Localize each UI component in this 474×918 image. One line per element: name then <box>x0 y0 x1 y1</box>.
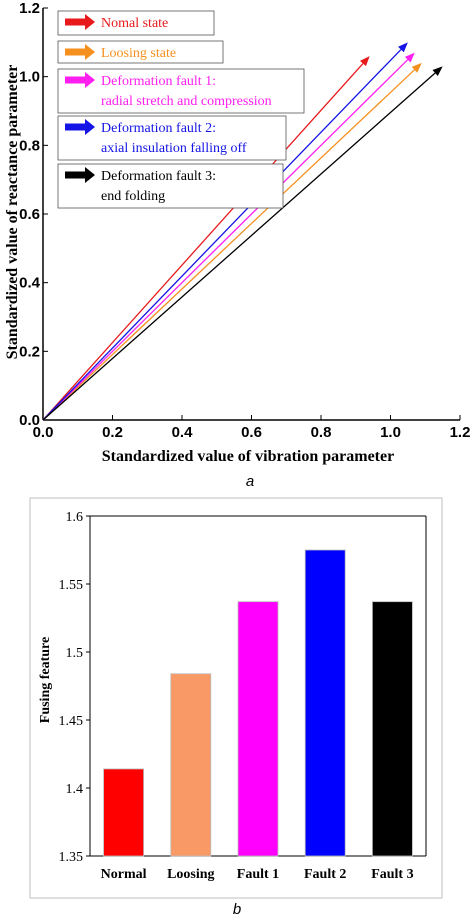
a-legend-label: Deformation fault 1: <box>101 74 216 89</box>
bar-chart: 1.35 1.4 1.45 1.5 1.55 1.6 Normal Loosing Fault … <box>29 497 443 918</box>
a-legend-arrow-icon <box>65 14 95 30</box>
a-y-tick-label: 1.2 <box>19 0 40 17</box>
b-plot-area: 1.35 1.4 1.45 1.5 1.55 1.6 Normal Loosing Fault … <box>59 510 427 882</box>
a-legend-entry-4: Deformation fault 2: axial insulation fal… <box>57 115 287 161</box>
a-x-tick-label: 1.2 <box>450 424 471 441</box>
b-bar-loosing <box>170 673 212 857</box>
a-legend-arrow-icon <box>65 72 95 88</box>
a-legend: Nomal state Loosing state Deformation faul… <box>57 10 305 209</box>
a-series-arrowhead-5 <box>432 66 443 76</box>
a-legend-label: Loosing state <box>101 46 176 61</box>
a-x-axis-label: Standardized value of vibration paramete… <box>102 448 394 465</box>
vector-chart: 0.0 0.2 0.4 0.6 0.8 1.0 1.2 0.0 0.2 0.4 0.6 0.8 1.0 1… <box>4 0 470 490</box>
a-x-tick-label: 0.0 <box>33 424 54 441</box>
a-legend-entry-5: Deformation fault 3: end folding <box>57 163 284 209</box>
b-bar-fault-1 <box>237 601 279 857</box>
a-legend-label: Deformation fault 2: <box>101 121 216 136</box>
a-series-line-2 <box>42 69 415 421</box>
a-y-tick-label: 0.0 <box>19 412 40 429</box>
b-bar-fault-3 <box>371 601 413 857</box>
a-y-axis-label: Standardized value of reactance paramete… <box>4 65 21 360</box>
a-legend-box <box>57 40 224 64</box>
a-legend-box <box>57 115 287 161</box>
a-legend-label: Nomal state <box>101 16 168 31</box>
a-x-tick-label: 0.2 <box>102 424 123 441</box>
a-legend-label: Deformation fault 3: <box>101 169 216 184</box>
a-legend-entry-3: Deformation fault 1: radial stretch and c… <box>57 68 305 114</box>
b-category-label: Fault 2 <box>304 867 346 882</box>
b-bar-normal <box>103 768 144 857</box>
a-series-line-4 <box>42 49 402 421</box>
a-legend-box <box>57 68 305 114</box>
b-y-tick-label: 1.5 <box>66 646 84 661</box>
a-axes <box>42 7 461 421</box>
a-series-group <box>42 42 443 421</box>
a-series-line-3 <box>42 59 409 421</box>
a-y-tick-label: 0.6 <box>19 206 40 223</box>
b-y-tick-label: 1.45 <box>59 714 84 729</box>
a-x-tick-label: 0.8 <box>311 424 332 441</box>
a-x-tick-label: 0.4 <box>172 424 194 441</box>
a-legend-label-line2: radial stretch and compression <box>101 94 272 109</box>
a-legend-box <box>57 163 284 209</box>
a-tick-labels: 0.0 0.2 0.4 0.6 0.8 1.0 1.2 0.0 0.2 0.4 0.6 0.8 1.0 1… <box>19 0 470 441</box>
b-category-label: Fault 1 <box>237 867 279 882</box>
a-legend-label-line2: end folding <box>101 189 165 204</box>
a-legend-arrow-icon <box>65 167 95 183</box>
a-x-tick-label: 0.6 <box>241 424 262 441</box>
a-series-line-1 <box>42 63 364 421</box>
a-y-tick-label: 0.8 <box>19 137 40 154</box>
b-category-label: Normal <box>101 867 147 882</box>
b-category-label: Loosing <box>167 867 214 882</box>
b-y-tick-label: 1.4 <box>66 782 84 797</box>
a-y-tick-label: 0.2 <box>19 343 40 360</box>
b-bar-fault-2 <box>304 549 346 857</box>
a-series-arrowhead-2 <box>411 62 422 73</box>
a-legend-arrow-icon <box>65 119 95 135</box>
b-y-tick-label: 1.35 <box>59 850 84 865</box>
a-y-tick-label: 1.0 <box>19 69 40 86</box>
b-caption: b <box>233 901 241 918</box>
a-legend-arrow-icon <box>65 44 95 60</box>
a-legend-entry-1: Nomal state <box>57 10 215 36</box>
b-y-tick-label: 1.6 <box>66 510 84 525</box>
a-caption: a <box>246 473 254 490</box>
a-series-arrowhead-4 <box>398 42 408 53</box>
a-y-tick-label: 0.4 <box>19 275 41 292</box>
a-series-arrowhead-1 <box>359 56 370 67</box>
b-category-label: Fault 3 <box>371 867 413 882</box>
a-legend-entry-2: Loosing state <box>57 40 224 64</box>
a-x-tick-label: 1.0 <box>380 424 401 441</box>
b-y-axis-label: Fusing feature <box>38 637 53 723</box>
a-series-arrowhead-3 <box>404 52 415 63</box>
a-legend-label-line2: axial insulation falling off <box>101 141 247 156</box>
a-series-line-5 <box>42 72 436 421</box>
b-y-tick-label: 1.55 <box>59 578 84 593</box>
